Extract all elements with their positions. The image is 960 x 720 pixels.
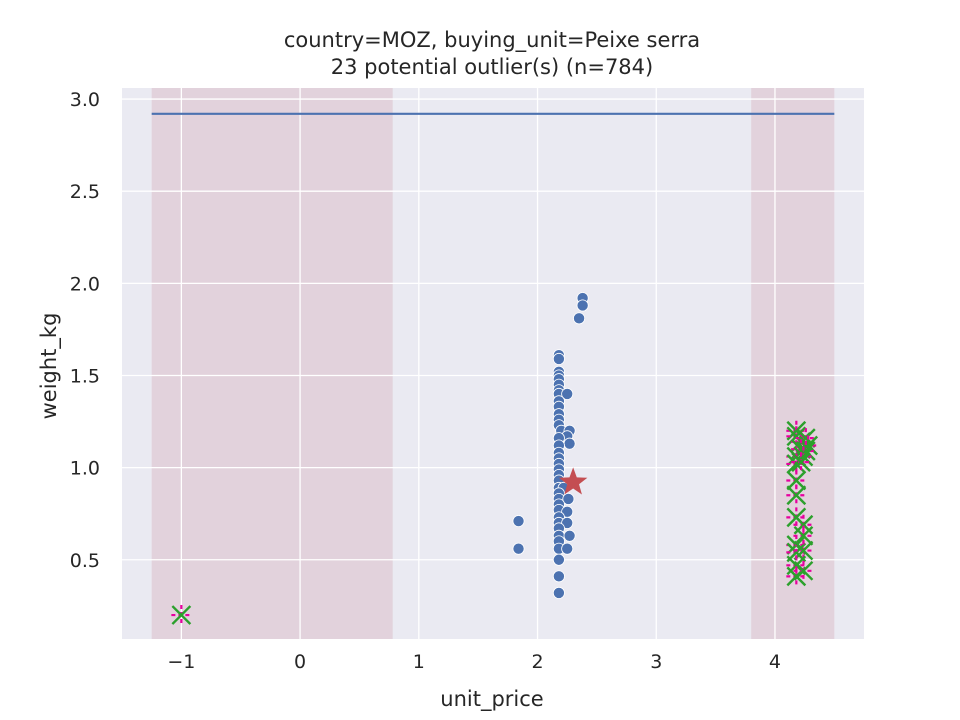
grid-lines <box>122 88 864 639</box>
outlier-cross-b <box>795 441 816 461</box>
outlier-cross-b <box>786 454 807 474</box>
x-axis-label: unit_price <box>440 687 543 712</box>
data-points <box>512 292 589 599</box>
chart-subtitle: 23 potential outlier(s) (n=784) <box>331 55 653 79</box>
outlier-cross-b <box>786 470 807 491</box>
plot-background <box>122 88 864 639</box>
outlier-cross-b <box>793 525 814 546</box>
x-tick-labels: −1 0 1 2 3 4 <box>167 651 781 673</box>
data-point <box>561 387 574 400</box>
data-point <box>512 515 525 528</box>
data-point <box>552 352 565 365</box>
data-point <box>512 542 525 555</box>
shaded-region-0 <box>151 88 393 639</box>
data-point <box>573 312 586 325</box>
x-tick-label: 4 <box>769 651 781 673</box>
data-point <box>552 553 565 566</box>
outlier-cross-b <box>786 485 807 506</box>
outlier-marker <box>791 452 812 473</box>
chart-title: country=MOZ, buying_unit=Peixe serra <box>284 28 700 53</box>
outlier-marker <box>786 485 807 506</box>
x-tick-label: −1 <box>167 651 195 673</box>
x-tick-label: 1 <box>413 651 425 673</box>
outlier-markers <box>171 420 819 626</box>
y-tick-label: 1.0 <box>70 458 100 480</box>
y-tick-label: 0.5 <box>70 550 100 572</box>
data-point <box>576 299 589 312</box>
outlier-cross-b <box>171 605 192 625</box>
data-point <box>552 586 565 599</box>
data-point <box>563 437 576 450</box>
median-star <box>558 467 588 495</box>
y-tick-labels: 0.5 1.0 1.5 2.0 2.5 3.0 <box>70 89 100 572</box>
x-tick-label: 3 <box>650 651 662 673</box>
median-star-layer <box>558 467 588 495</box>
y-tick-label: 2.5 <box>70 181 100 203</box>
data-point <box>562 492 575 505</box>
outlier-cross-b <box>793 540 814 561</box>
outlier-marker <box>171 605 192 626</box>
data-point <box>561 542 574 555</box>
y-axis-label: weight_kg <box>37 313 62 420</box>
x-tick-label: 0 <box>294 651 306 673</box>
data-point <box>563 529 576 542</box>
data-point <box>561 516 574 529</box>
y-tick-label: 3.0 <box>70 89 100 111</box>
shaded-regions <box>151 88 835 639</box>
outlier-marker <box>793 560 814 581</box>
y-tick-label: 1.5 <box>70 365 100 387</box>
outlier-cross-b <box>791 452 811 472</box>
x-tick-label: 2 <box>531 651 543 673</box>
y-tick-label: 2.0 <box>70 273 100 295</box>
data-point <box>552 570 565 583</box>
outlier-cross-b <box>793 560 814 581</box>
outlier-marker <box>793 514 814 535</box>
